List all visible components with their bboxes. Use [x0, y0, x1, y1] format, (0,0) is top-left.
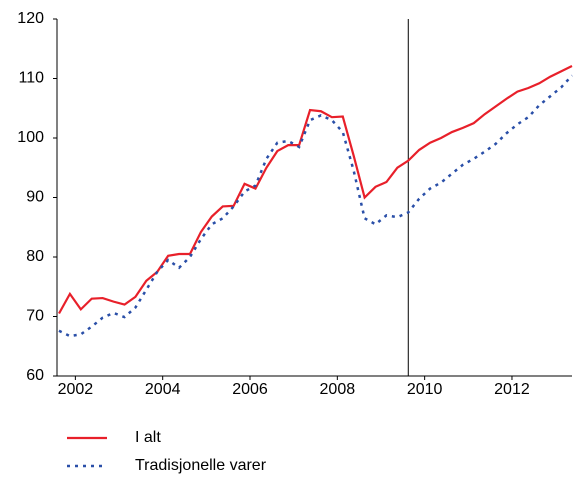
y-tick-label: 100	[17, 129, 44, 146]
x-tick-label: 2012	[494, 381, 530, 398]
y-tick-label: 70	[26, 308, 44, 325]
y-tick-label: 60	[26, 367, 44, 384]
y-tick-label: 90	[26, 189, 44, 206]
x-tick-label: 2010	[407, 381, 443, 398]
x-tick-label: 2002	[58, 381, 94, 398]
x-tick-label: 2008	[320, 381, 356, 398]
x-tick-label: 2004	[145, 381, 181, 398]
legend-label: Tradisjonelle varer	[135, 457, 267, 474]
series-line	[58, 65, 573, 315]
x-tick-label: 2006	[232, 381, 268, 398]
legend-label: I alt	[135, 429, 161, 446]
y-tick-label: 110	[18, 70, 44, 87]
series-line	[58, 74, 573, 338]
y-tick-label: 80	[26, 248, 44, 265]
y-tick-label: 120	[17, 10, 44, 27]
